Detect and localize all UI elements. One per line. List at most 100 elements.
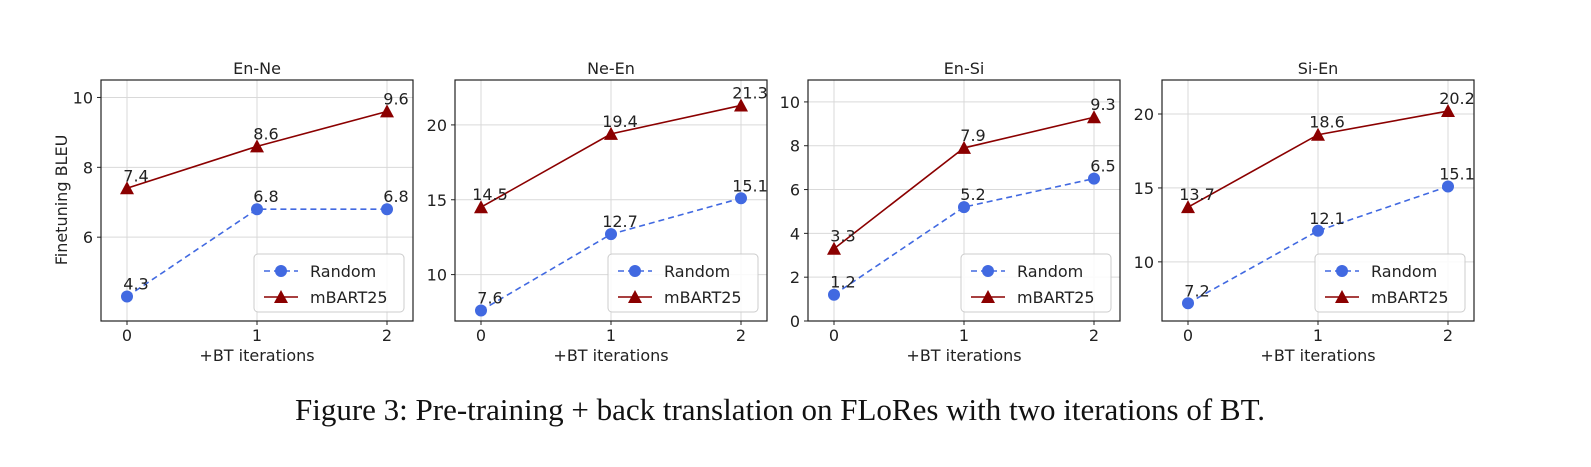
x-tick-label: 1	[252, 326, 262, 345]
y-tick-label: 10	[1134, 253, 1154, 272]
x-axis-label: +BT iterations	[553, 346, 668, 365]
x-axis-label: +BT iterations	[199, 346, 314, 365]
legend-marker-random	[275, 265, 287, 277]
legend: Random mBART25	[1314, 253, 1466, 313]
data-point-random	[1312, 224, 1324, 237]
data-label: 7.6	[477, 289, 502, 308]
data-label: 6.8	[253, 187, 278, 206]
legend-label-random: Random	[310, 262, 376, 281]
data-point-random	[958, 201, 970, 214]
data-label: 9.6	[383, 89, 408, 108]
series-line-random	[833, 177, 1095, 296]
data-label: 9.3	[1090, 95, 1115, 114]
data-label: 5.2	[960, 185, 985, 204]
chart-panel-en-si: 0 1 2 0 2 4 6 8 10 En-Si +BT iterations 1.2 5.2 6.5 3.…	[780, 59, 1121, 365]
y-tick-label: 6	[83, 228, 93, 247]
data-point-mbart25	[827, 241, 841, 255]
data-point-mbart25	[734, 98, 748, 112]
legend-marker-mbart25	[274, 290, 288, 303]
data-point-mbart25	[250, 139, 264, 153]
y-tick-label: 10	[780, 93, 800, 112]
x-tick-label: 0	[476, 326, 486, 345]
data-point-mbart25	[1181, 200, 1195, 214]
data-point-random	[1182, 297, 1194, 310]
legend-marker-random	[629, 265, 641, 277]
x-tick-label: 2	[1089, 326, 1099, 345]
data-point-random	[475, 304, 487, 317]
data-point-mbart25	[380, 104, 394, 118]
data-label: 7.9	[960, 126, 985, 145]
data-point-mbart25	[604, 126, 618, 140]
legend-label-random: Random	[1371, 262, 1437, 281]
legend-marker-mbart25	[628, 290, 642, 303]
data-label: 12.1	[1309, 209, 1345, 228]
x-tick-label: 2	[1443, 326, 1453, 345]
x-tick-label: 0	[1183, 326, 1193, 345]
chart-title: En-Ne	[233, 59, 281, 78]
data-label: 18.6	[1309, 113, 1345, 132]
figure-caption: Figure 3: Pre-training + back translatio…	[294, 392, 1265, 427]
data-label: 13.7	[1179, 185, 1215, 204]
data-label: 15.1	[732, 176, 768, 195]
data-label: 8.6	[253, 124, 278, 143]
x-tick-label: 1	[606, 326, 616, 345]
data-point-random	[1442, 180, 1454, 193]
legend-marker-mbart25	[981, 290, 995, 303]
data-label: 4.3	[123, 275, 148, 294]
y-tick-label: 15	[427, 191, 447, 210]
data-point-random	[605, 228, 617, 241]
x-tick-label: 0	[829, 326, 839, 345]
legend-label-mbart25: mBART25	[310, 288, 388, 307]
legend: Random mBART25	[253, 253, 405, 313]
x-axis-label: +BT iterations	[906, 346, 1021, 365]
data-label: 14.5	[472, 185, 508, 204]
y-tick-label: 4	[790, 224, 800, 243]
y-tick-label: 8	[790, 137, 800, 156]
x-tick-label: 0	[122, 326, 132, 345]
legend-label-random: Random	[664, 262, 730, 281]
chart-title: Si-En	[1298, 59, 1339, 78]
y-tick-label: 6	[790, 181, 800, 200]
data-point-random	[251, 203, 263, 216]
y-tick-label: 20	[427, 116, 447, 135]
data-point-mbart25	[1087, 110, 1101, 124]
legend-marker-mbart25	[1335, 290, 1349, 303]
x-tick-label: 2	[382, 326, 392, 345]
data-point-random	[735, 192, 747, 205]
data-label: 6.5	[1090, 157, 1115, 176]
data-point-random	[121, 290, 133, 303]
y-tick-label: 2	[790, 268, 800, 287]
legend-label-mbart25: mBART25	[664, 288, 742, 307]
series-line-random	[1187, 185, 1449, 304]
legend-marker-random	[1336, 265, 1348, 277]
chart-panel-ne-en: 0 1 2 10 15 20 Ne-En +BT iterations 7.6 12.7 15.1 1…	[427, 59, 768, 365]
x-axis-label: +BT iterations	[1260, 346, 1375, 365]
data-label: 20.2	[1439, 89, 1475, 108]
series-line-random	[126, 208, 387, 298]
data-label: 6.8	[383, 187, 408, 206]
y-tick-label: 10	[427, 266, 447, 285]
y-tick-label: 10	[73, 88, 93, 107]
chart-title: Ne-En	[587, 59, 635, 78]
data-point-mbart25	[1311, 127, 1325, 141]
legend-label-random: Random	[1017, 262, 1083, 281]
data-label: 1.2	[830, 273, 855, 292]
shared-y-axis-label: Finetuning BLEU	[52, 135, 71, 266]
chart-panel-si-en: 0 1 2 10 15 20 Si-En +BT iterations 7.2 12.1 15.1 1…	[1134, 59, 1475, 365]
data-label: 7.4	[123, 166, 148, 185]
data-point-random	[381, 203, 393, 216]
data-label: 3.3	[830, 227, 855, 246]
y-tick-label: 8	[83, 158, 93, 177]
data-label: 19.4	[602, 112, 638, 131]
data-point-mbart25	[120, 181, 134, 195]
data-point-random	[1088, 172, 1100, 185]
y-tick-label: 0	[790, 312, 800, 331]
data-label: 12.7	[602, 212, 638, 231]
legend: Random mBART25	[960, 253, 1112, 313]
data-label: 15.1	[1439, 164, 1475, 183]
data-point-random	[828, 288, 840, 301]
x-tick-label: 1	[1313, 326, 1323, 345]
y-tick-label: 20	[1134, 105, 1154, 124]
chart-title: En-Si	[944, 59, 985, 78]
